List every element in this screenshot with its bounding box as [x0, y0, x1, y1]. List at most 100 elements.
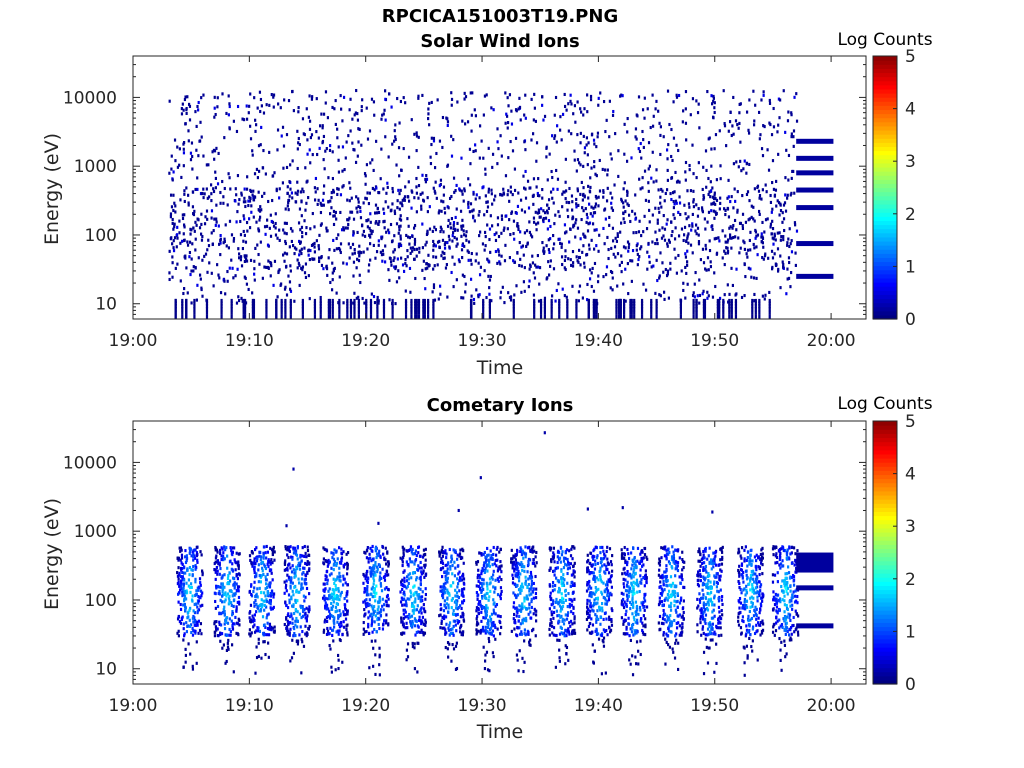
spectrogram-cell [788, 256, 790, 259]
spectrogram-cell [180, 567, 182, 570]
spectrogram-cell [370, 593, 372, 596]
spectrogram-cell [714, 203, 716, 206]
spectrogram-cell [593, 160, 595, 163]
spectrogram-cell [737, 190, 739, 193]
spectrogram-cell [593, 290, 595, 293]
spectrogram-cell [376, 315, 378, 319]
spectrogram-cell [547, 211, 549, 214]
spectrogram-cell [644, 170, 646, 173]
spectrogram-cell [190, 582, 192, 585]
spectrogram-cell [482, 157, 484, 160]
spectrogram-cell [372, 187, 374, 190]
spectrogram-cell [368, 202, 370, 205]
spectrogram-cell [702, 248, 704, 251]
spectrogram-cell [303, 645, 305, 648]
spectrogram-cell [551, 197, 553, 200]
spectrogram-cell [671, 234, 673, 237]
spectrogram-cell [318, 247, 320, 250]
spectrogram-cell [556, 141, 558, 144]
spectrogram-cell [331, 262, 333, 265]
spectrogram-cell [314, 311, 316, 315]
spectrogram-cell [642, 138, 644, 141]
spectrogram-cell [246, 188, 248, 191]
spectrogram-cell [446, 263, 448, 266]
spectrogram-cell [250, 204, 252, 207]
spectrogram-cell [771, 208, 773, 211]
spectrogram-cell [312, 153, 314, 156]
spectrogram-cell [404, 258, 406, 261]
spectrogram-cell [711, 224, 713, 227]
spectrogram-cell [730, 225, 732, 228]
spectrogram-cell [350, 246, 352, 249]
spectrogram-cell [378, 605, 380, 608]
spectrogram-cell [223, 573, 225, 576]
spectrogram-cell [763, 230, 765, 233]
spectrogram-cell [343, 565, 345, 568]
spectrogram-cell [222, 195, 224, 198]
spectrogram-cell [598, 97, 600, 100]
spectrogram-cell [777, 268, 779, 271]
spectrogram-cell [411, 118, 413, 121]
spectrogram-cell [638, 178, 640, 181]
spectrogram-cell [286, 232, 288, 235]
spectrogram-cell [617, 235, 619, 238]
spectrogram-cell [695, 311, 697, 315]
spectrogram-cell [385, 613, 387, 616]
spectrogram-cell [387, 206, 389, 209]
spectrogram-cell [206, 248, 208, 251]
spectrogram-cell [387, 560, 389, 563]
spectrogram-cell [410, 595, 412, 598]
spectrogram-cell [227, 577, 229, 580]
spectrogram-cell [731, 315, 733, 319]
spectrogram-cell [409, 291, 411, 294]
spectrogram-cell [783, 217, 785, 220]
spectrogram-cell [499, 262, 501, 265]
spectrogram-cell [189, 619, 191, 622]
spectrogram-cell [255, 603, 257, 606]
spectrogram-cell [432, 315, 434, 319]
spectrogram-cell [773, 188, 775, 191]
spectrogram-cell [286, 553, 288, 556]
spectrogram-cell [367, 138, 369, 141]
spectrogram-cell [411, 191, 413, 194]
spectrogram-cell [338, 598, 340, 601]
spectrogram-cell [373, 582, 375, 585]
spectrogram-cell [421, 94, 423, 97]
spectrogram-cell [638, 147, 640, 150]
spectrogram-cell [507, 291, 509, 294]
spectrogram-cell [270, 264, 272, 267]
spectrogram-cell [732, 96, 734, 99]
spectrogram-cell [305, 226, 307, 229]
spectrogram-cell [324, 598, 326, 601]
spectrogram-cell [231, 620, 233, 623]
spectrogram-cell [690, 189, 692, 192]
spectrogram-cell [662, 271, 664, 274]
spectrogram-cell [178, 164, 180, 167]
spectrogram-cell [722, 299, 724, 303]
spectrogram-cell [771, 232, 773, 235]
spectrogram-cell [698, 240, 700, 243]
spectrogram-cell [529, 231, 531, 234]
spectrogram-cell [427, 112, 429, 115]
spectrogram-cell [218, 152, 220, 155]
spectrogram-cell [299, 249, 301, 252]
spectrogram-cell [291, 617, 293, 620]
spectrogram-cell [405, 289, 407, 292]
spectrogram-cell [336, 598, 338, 601]
spectrogram-cell [454, 236, 456, 239]
spectrogram-cell [369, 553, 371, 556]
spectrogram-cell [697, 294, 699, 297]
x-tick-label: 19:20 [341, 331, 390, 351]
spectrogram-cell [293, 627, 295, 630]
spectrogram-cell [650, 299, 652, 303]
spectrogram-cell [407, 585, 409, 588]
spectrogram-cell [198, 620, 200, 623]
spectrogram-cell [383, 220, 385, 223]
spectrogram-cell [558, 299, 560, 303]
spectrogram-cell [581, 251, 583, 254]
spectrogram-cell [267, 551, 269, 554]
spectrogram-cell [276, 188, 278, 191]
spectrogram-cell [659, 153, 661, 156]
spectrogram-cell [422, 616, 424, 619]
spectrogram-cell [564, 105, 566, 108]
